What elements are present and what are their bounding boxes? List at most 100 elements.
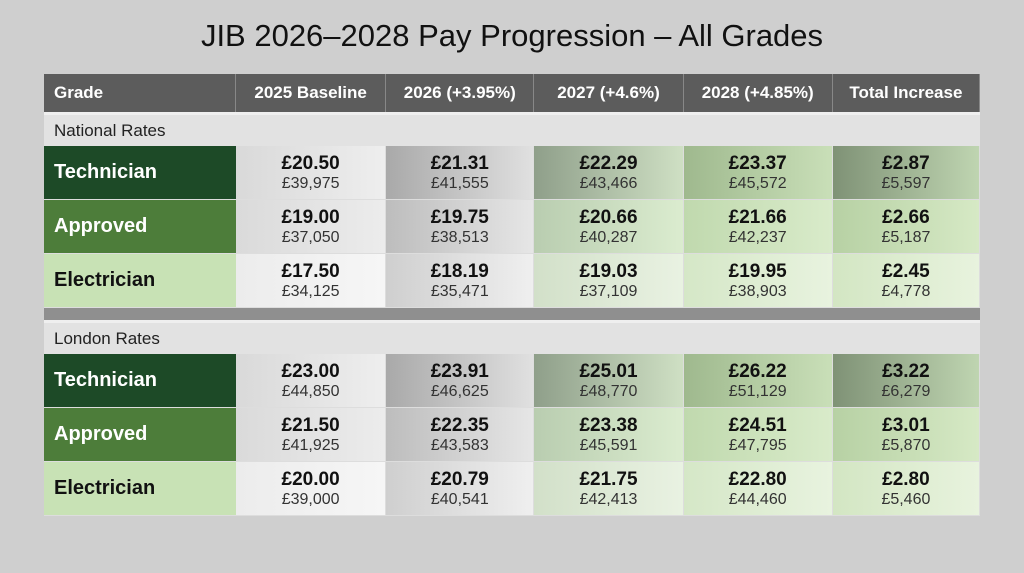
value-cell: £20.00 £39,000 <box>236 462 387 515</box>
annual-pay: £51,129 <box>728 382 787 400</box>
table-row: Approved £21.50 £41,925 £22.35 £43,583 £23.38… <box>44 408 981 462</box>
annual-pay: £46,625 <box>430 382 489 400</box>
table-row: Technician £23.00 £44,850 £23.91 £46,625 £25.… <box>44 354 981 408</box>
value-cell: £2.87 £5,597 <box>832 146 981 199</box>
value-cell: £19.00 £37,050 <box>236 200 387 253</box>
grade-cell: Approved <box>44 200 237 253</box>
annual-pay: £40,287 <box>579 228 638 246</box>
value-cell: £20.50 £39,975 <box>236 146 387 199</box>
hourly-rate: £22.80 <box>728 468 787 490</box>
hourly-rate: £23.38 <box>579 414 638 436</box>
annual-pay: £39,975 <box>281 174 340 192</box>
hourly-rate: £21.75 <box>579 468 638 490</box>
value-cell: £21.66 £42,237 <box>683 200 833 253</box>
hourly-rate: £19.95 <box>728 260 787 282</box>
annual-pay: £5,597 <box>881 174 931 192</box>
value-cell: £2.45 £4,778 <box>832 254 981 307</box>
value-cell: £23.38 £45,591 <box>534 408 684 461</box>
annual-pay: £44,850 <box>281 382 340 400</box>
header-cell: Total Increase <box>833 74 980 112</box>
hourly-rate: £21.31 <box>430 152 489 174</box>
annual-pay: £5,187 <box>881 228 931 246</box>
header-cell: Grade <box>44 74 237 112</box>
hourly-rate: £22.35 <box>430 414 489 436</box>
table-row: Technician £20.50 £39,975 £21.31 £41,555 £22.… <box>44 146 981 200</box>
value-cell: £23.00 £44,850 <box>236 354 387 407</box>
header-cell: 2028 (+4.85%) <box>684 74 833 112</box>
value-cell: £20.79 £40,541 <box>386 462 535 515</box>
hourly-rate: £19.03 <box>579 260 638 282</box>
hourly-rate: £26.22 <box>728 360 787 382</box>
hourly-rate: £23.00 <box>281 360 340 382</box>
section-label: London Rates <box>44 320 980 354</box>
hourly-rate: £20.00 <box>281 468 340 490</box>
value-cell: £23.91 £46,625 <box>386 354 535 407</box>
hourly-rate: £25.01 <box>579 360 638 382</box>
hourly-rate: £21.50 <box>281 414 340 436</box>
value-cell: £2.80 £5,460 <box>832 462 981 515</box>
value-cell: £22.29 £43,466 <box>534 146 684 199</box>
annual-pay: £47,795 <box>728 436 787 454</box>
annual-pay: £45,572 <box>728 174 787 192</box>
header-cell: 2025 Baseline <box>236 74 387 112</box>
annual-pay: £37,050 <box>281 228 340 246</box>
hourly-rate: £20.66 <box>579 206 638 228</box>
grade-cell: Approved <box>44 408 237 461</box>
annual-pay: £40,541 <box>430 490 489 508</box>
table-row: Electrician £17.50 £34,125 £18.19 £35,471 £19… <box>44 254 981 308</box>
hourly-rate: £3.22 <box>882 360 930 382</box>
hourly-rate: £21.66 <box>728 206 787 228</box>
annual-pay: £5,460 <box>881 490 931 508</box>
grade-cell: Technician <box>44 354 237 407</box>
grade-cell: Electrician <box>44 254 237 307</box>
hourly-rate: £19.00 <box>281 206 340 228</box>
header-cell: 2027 (+4.6%) <box>534 74 684 112</box>
value-cell: £20.66 £40,287 <box>534 200 684 253</box>
pay-table: Grade 2025 Baseline 2026 (+3.95%) 2027 (+4.… <box>44 74 981 516</box>
annual-pay: £39,000 <box>281 490 340 508</box>
hourly-rate: £22.29 <box>579 152 638 174</box>
hourly-rate: £18.19 <box>430 260 489 282</box>
annual-pay: £42,237 <box>728 228 787 246</box>
value-cell: £22.35 £43,583 <box>386 408 535 461</box>
annual-pay: £43,583 <box>430 436 489 454</box>
header-cell: 2026 (+3.95%) <box>386 74 535 112</box>
annual-pay: £38,903 <box>728 282 787 300</box>
hourly-rate: £23.37 <box>728 152 787 174</box>
annual-pay: £44,460 <box>728 490 787 508</box>
value-cell: £18.19 £35,471 <box>386 254 535 307</box>
hourly-rate: £23.91 <box>430 360 489 382</box>
hourly-rate: £20.79 <box>430 468 489 490</box>
value-cell: £2.66 £5,187 <box>832 200 981 253</box>
table-row: Electrician £20.00 £39,000 £20.79 £40,541 £21… <box>44 462 981 516</box>
annual-pay: £37,109 <box>579 282 638 300</box>
hourly-rate: £2.87 <box>882 152 930 174</box>
section-divider <box>44 308 980 320</box>
hourly-rate: £2.66 <box>882 206 930 228</box>
value-cell: £19.03 £37,109 <box>534 254 684 307</box>
grade-cell: Technician <box>44 146 237 199</box>
annual-pay: £43,466 <box>579 174 638 192</box>
table-row: Approved £19.00 £37,050 £19.75 £38,513 £20.66… <box>44 200 981 254</box>
hourly-rate: £3.01 <box>882 414 930 436</box>
annual-pay: £45,591 <box>579 436 638 454</box>
value-cell: £25.01 £48,770 <box>534 354 684 407</box>
annual-pay: £42,413 <box>579 490 638 508</box>
value-cell: £21.50 £41,925 <box>236 408 387 461</box>
hourly-rate: £17.50 <box>281 260 340 282</box>
section-label: National Rates <box>44 112 980 146</box>
title: JIB 2026–2028 Pay Progression – All Grad… <box>200 18 824 53</box>
annual-pay: £38,513 <box>430 228 489 246</box>
value-cell: £24.51 £47,795 <box>683 408 833 461</box>
value-cell: £19.75 £38,513 <box>386 200 535 253</box>
annual-pay: £5,870 <box>881 436 931 454</box>
header-row: Grade 2025 Baseline 2026 (+3.95%) 2027 (+4.… <box>44 74 980 112</box>
grade-cell: Electrician <box>44 462 237 515</box>
annual-pay: £35,471 <box>430 282 489 300</box>
value-cell: £3.01 £5,870 <box>832 408 981 461</box>
value-cell: £26.22 £51,129 <box>683 354 833 407</box>
annual-pay: £41,555 <box>430 174 489 192</box>
hourly-rate: £20.50 <box>281 152 340 174</box>
annual-pay: £41,925 <box>281 436 340 454</box>
